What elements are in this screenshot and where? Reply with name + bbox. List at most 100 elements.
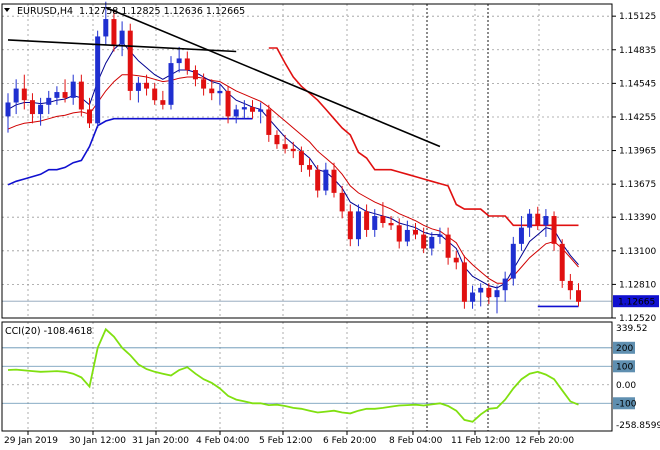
grid <box>2 4 612 431</box>
price-tick-label: 1.13675 <box>619 180 656 190</box>
candle-body <box>429 236 435 249</box>
candle-body <box>70 81 76 98</box>
candle-body <box>144 82 150 89</box>
price-tick-label: 1.14545 <box>619 79 656 89</box>
candle-body <box>209 88 215 94</box>
cci-label: CCI(20) -108.4618 <box>5 326 92 337</box>
candle-body <box>543 216 549 226</box>
candle-body <box>135 82 141 91</box>
current-price-label: 1.12665 <box>618 298 655 308</box>
trendlines <box>7 6 441 148</box>
candle-body <box>339 192 345 212</box>
cci-level-tag <box>613 360 635 373</box>
time-tick-label: 8 Feb 04:00 <box>389 436 443 446</box>
dropdown-triangle-icon[interactable] <box>4 8 10 12</box>
candle-body <box>201 79 207 89</box>
time-tick-label: 12 Feb 20:00 <box>515 436 574 446</box>
trendline <box>7 39 237 53</box>
slow-moving-average <box>7 74 579 284</box>
candle-body <box>282 144 288 149</box>
candle-body <box>54 92 60 98</box>
candle-body <box>380 216 386 223</box>
price-panel-border <box>1 3 613 319</box>
candle-body <box>298 151 304 166</box>
candle-body <box>323 169 329 191</box>
cci-panel <box>2 327 612 423</box>
candle-body <box>445 234 451 258</box>
candle-body <box>233 109 239 117</box>
candle-body <box>266 109 272 135</box>
candle-body <box>396 225 402 242</box>
cci-tick-label: 100 <box>616 362 633 372</box>
price-tick-label: 1.14835 <box>619 46 656 56</box>
candle-body <box>152 88 158 101</box>
candle-body <box>518 227 524 244</box>
cci-level-tag <box>613 397 635 410</box>
candle-body <box>355 211 361 240</box>
candle-body <box>250 107 255 112</box>
cci-line <box>7 327 579 423</box>
cci-tick-label: 339.52 <box>616 324 648 334</box>
candle-body <box>184 58 190 71</box>
price-tick-label: 1.14255 <box>619 113 656 123</box>
chart-frame <box>1 3 613 432</box>
candle-body <box>388 222 394 226</box>
time-tick-label: 6 Feb 20:00 <box>323 436 377 446</box>
candle-body <box>258 109 264 112</box>
candle-body <box>160 100 166 105</box>
price-axis: 1.15125 1.14835 1.14545 1.14255 1.13965 1.136… <box>612 12 659 324</box>
cci-level-tag <box>613 341 635 354</box>
cci-tick-label: 200 <box>616 344 633 354</box>
candle-body <box>494 290 500 298</box>
candle-body <box>192 70 198 80</box>
candle-body <box>478 287 484 293</box>
candle-body <box>551 216 557 244</box>
candle-body <box>347 211 353 240</box>
candle-body <box>87 109 92 124</box>
candle-body <box>453 257 459 263</box>
candle-body <box>111 19 117 45</box>
candle-body <box>413 229 418 235</box>
time-axis: 29 Jan 2019 30 Jan 12:00 31 Jan 20:00 4 Feb… <box>4 431 574 446</box>
time-tick-label: 11 Feb 12:00 <box>451 436 510 446</box>
candle-body <box>510 243 516 279</box>
price-tick-label: 1.12810 <box>619 280 656 290</box>
candle-body <box>168 63 174 105</box>
candle-body <box>38 104 44 115</box>
time-tick-label: 30 Jan 12:00 <box>69 436 126 446</box>
cci-tick-label: -100 <box>616 399 637 409</box>
candle-body <box>421 234 427 249</box>
candle-body <box>225 90 231 117</box>
candle-body <box>127 30 133 91</box>
price-tick-label: 1.13965 <box>619 147 656 157</box>
cci-panel-border <box>1 321 613 432</box>
candle-body <box>404 229 410 242</box>
price-tick-label: 1.15125 <box>619 12 656 22</box>
candle-body <box>372 216 378 230</box>
time-tick-label: 31 Jan 20:00 <box>132 436 189 446</box>
resistance-line <box>268 47 579 227</box>
candle-body <box>5 102 11 117</box>
candle-body <box>274 134 280 145</box>
cci-tick-label: -258.8599 <box>616 421 660 431</box>
candle-body <box>13 88 19 103</box>
candle-body <box>502 278 508 291</box>
candle-body <box>331 169 337 193</box>
cci-axis: 339.52 200 100 0.00 -100 -258.8599 <box>613 324 660 431</box>
candle-body <box>21 88 27 101</box>
candle-body <box>119 30 125 45</box>
candle-body <box>62 92 68 98</box>
price-tick-label: 1.12520 <box>619 314 656 324</box>
candle-body <box>241 107 247 110</box>
candle-body <box>95 36 101 124</box>
candle-body <box>437 234 443 237</box>
candle-body <box>567 280 573 291</box>
candle-body <box>103 19 109 37</box>
candle-body <box>486 287 492 298</box>
price-tick-label: 1.13390 <box>619 213 656 223</box>
candle-body <box>535 213 541 226</box>
candle-body <box>29 100 35 115</box>
candle-body <box>470 292 476 302</box>
candle-body <box>176 58 182 64</box>
